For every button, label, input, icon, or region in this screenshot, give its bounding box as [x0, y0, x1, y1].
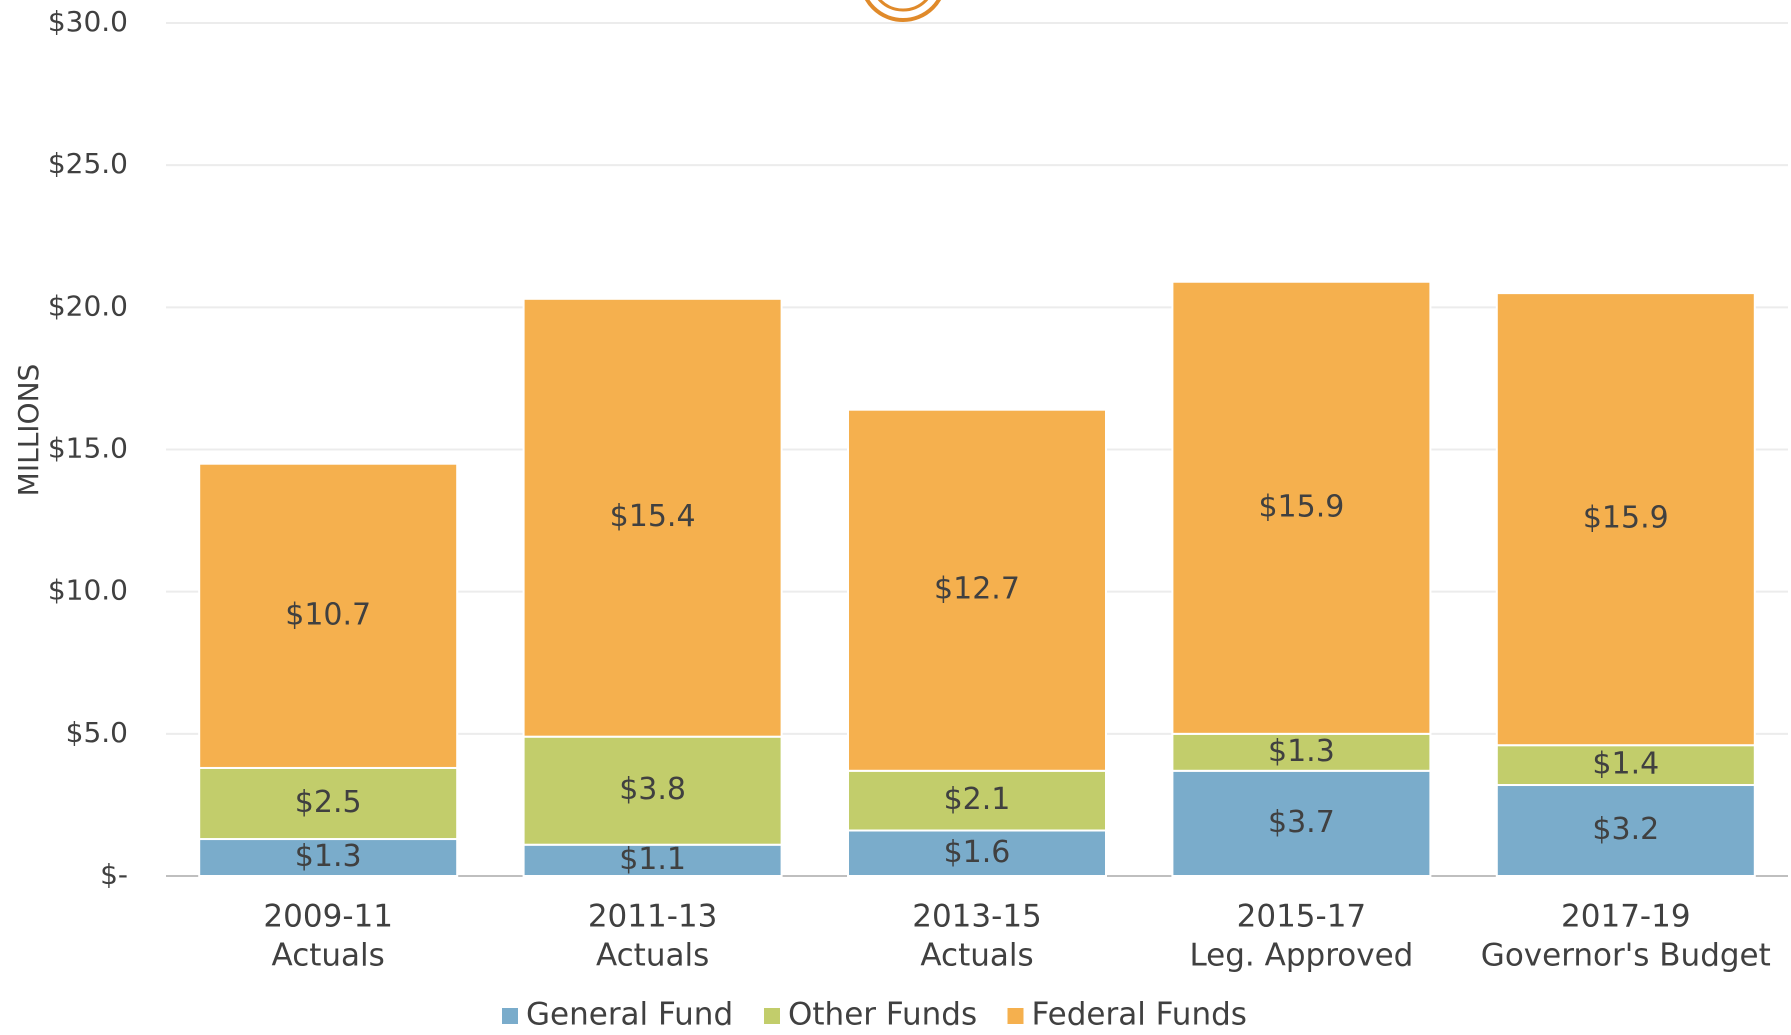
bar-segment: [1495, 292, 1756, 747]
data-label: $3.8: [619, 772, 686, 807]
bar-segment: [522, 297, 783, 738]
x-tick-label: Governor's Budget: [1481, 938, 1771, 974]
data-label: $1.6: [944, 835, 1011, 870]
y-tick-label: $15.0: [48, 432, 128, 465]
data-label: $3.7: [1268, 805, 1335, 840]
y-tick-label: $20.0: [48, 289, 128, 322]
data-label: $1.3: [295, 839, 362, 874]
x-tick-label: Actuals: [920, 938, 1033, 974]
legend-label: General Fund: [526, 997, 733, 1033]
data-label: $2.5: [295, 785, 362, 820]
data-label: $1.3: [1268, 734, 1335, 769]
data-label: $1.1: [619, 842, 686, 877]
y-tick-label: $-: [100, 858, 128, 891]
y-axis-label: MILLIONS: [12, 364, 45, 497]
legend-swatch: [502, 1008, 518, 1024]
bar-segment: [1495, 784, 1756, 877]
x-tick-label: Actuals: [596, 938, 709, 974]
data-label: $2.1: [944, 782, 1011, 817]
data-label: $15.9: [1258, 489, 1344, 524]
data-label: $15.9: [1583, 501, 1669, 536]
bar-segment: [1171, 769, 1432, 878]
bar-segment: [1171, 280, 1432, 735]
data-label: $3.2: [1592, 812, 1659, 847]
y-tick-label: $30.0: [48, 5, 128, 38]
bar-segment: [847, 408, 1107, 772]
x-tick-label: 2013-15: [912, 899, 1042, 935]
bar-segment: [198, 462, 459, 769]
legend-swatch: [1007, 1008, 1024, 1024]
logo-decoration: [864, 0, 942, 22]
x-tick-label: 2015-17: [1237, 899, 1367, 935]
bar-segment: [522, 735, 783, 846]
data-label: $12.7: [934, 572, 1020, 607]
y-tick-label: $5.0: [66, 716, 128, 749]
x-tick-label: 2017-19: [1561, 899, 1691, 935]
logo-decoration: [877, 0, 929, 12]
bar-segment: [1171, 732, 1432, 772]
x-tick-label: 2009-11: [263, 899, 393, 935]
bar-segment: [198, 766, 459, 841]
y-tick-label: $25.0: [48, 147, 128, 180]
data-label: $1.4: [1592, 747, 1659, 782]
x-tick-label: 2011-13: [588, 899, 718, 935]
x-tick-label: Leg. Approved: [1189, 938, 1413, 974]
legend-swatch: [764, 1008, 780, 1024]
legend-label: Federal Funds: [1032, 997, 1247, 1033]
bar-segment: [1495, 744, 1756, 787]
legend-label: Other Funds: [788, 997, 977, 1033]
y-tick-label: $10.0: [48, 574, 128, 607]
data-label: $10.7: [285, 597, 371, 632]
data-label: $15.4: [610, 499, 696, 534]
bar-segment: [847, 769, 1107, 832]
x-tick-label: Actuals: [272, 938, 385, 974]
bar-segment: [847, 829, 1107, 877]
